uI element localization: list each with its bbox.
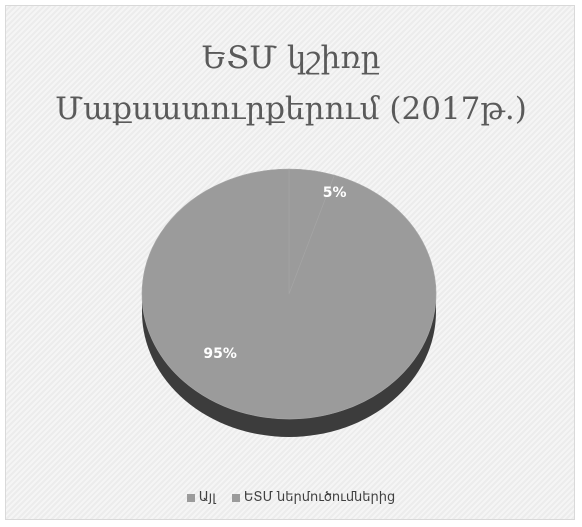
pie-chart: 5% 95% [141,168,437,437]
legend-swatch-eeu-imports [231,493,240,502]
data-label-0: 5% [323,185,347,201]
pie-slice-1 [141,168,437,420]
chart-title-line-2: Մաքսատուրքերում (2017թ.) [55,91,527,127]
chart-area: ԵՏՄ կշիռը Մաքսատուրքերում (2017թ.) 5% 95%… [5,5,575,520]
legend-item-eeu-imports: ԵՏՄ ներմուծումներից [231,490,396,505]
data-label-1: 95% [203,346,237,362]
legend-item-other: Այլ [186,490,216,505]
legend: Այլ ԵՏՄ ներմուծումներից [6,490,576,505]
legend-label-other: Այլ [198,490,216,505]
legend-swatch-other [186,493,195,502]
legend-label-eeu-imports: ԵՏՄ ներմուծումներից [243,490,396,505]
chart-title-line-1: ԵՏՄ կշիռը [201,40,381,76]
